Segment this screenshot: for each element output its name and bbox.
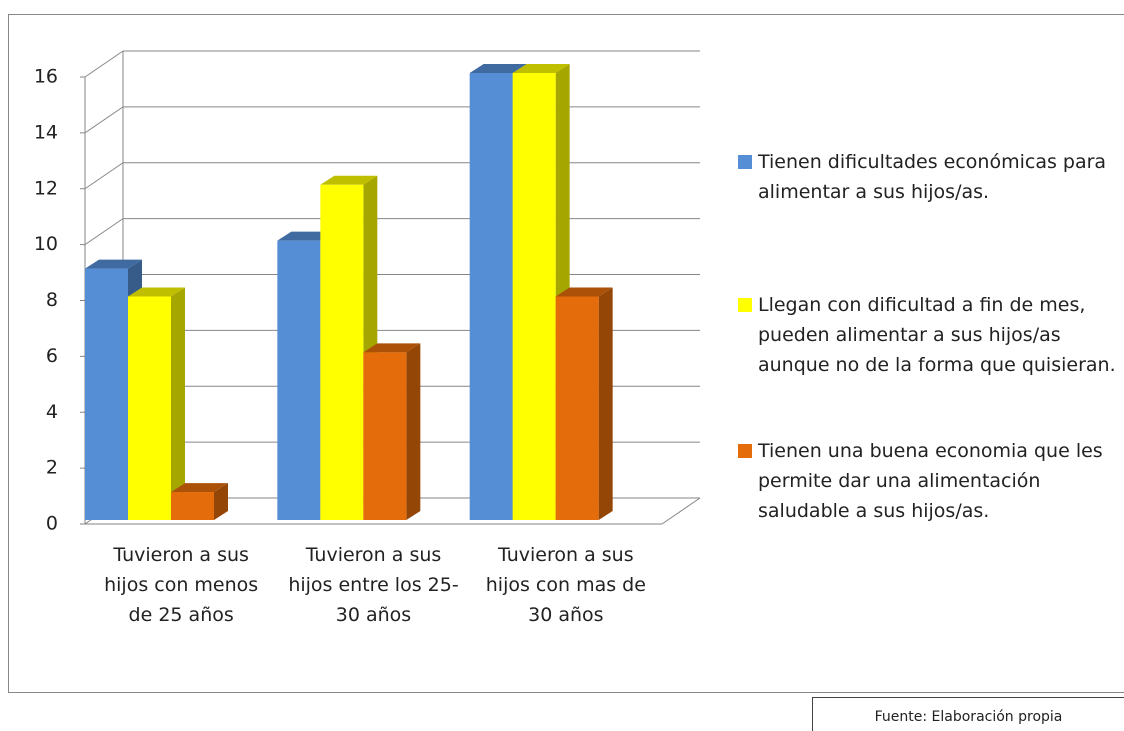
legend-item: Tienen dificultades económicas para alim… — [738, 147, 1118, 207]
bar-side — [406, 343, 421, 520]
y-tick-label: 10 — [34, 233, 58, 255]
bar-top — [469, 64, 527, 73]
grid-line — [84, 218, 124, 246]
bar — [128, 287, 185, 520]
bar-top — [85, 259, 142, 269]
x-tick-label: Tuvieron a sus hijos entre los 25-30 año… — [288, 544, 459, 626]
grid-line — [84, 162, 124, 190]
legend-item: Llegan con dificultad a fin de mes, pued… — [738, 290, 1118, 380]
bar-front — [555, 296, 599, 520]
bar-front — [363, 352, 407, 520]
bar-front — [128, 296, 171, 520]
bar-side — [171, 287, 185, 520]
bar-front — [85, 268, 128, 520]
bar-front — [512, 73, 556, 520]
y-tick-label: 16 — [34, 66, 58, 88]
legend-swatch — [738, 155, 752, 169]
legend-swatch — [738, 444, 752, 458]
y-tick-label: 14 — [34, 121, 58, 143]
bar-side — [598, 287, 613, 520]
x-tick-label: Tuvieron a sus hijos con mas de 30 años — [485, 544, 646, 626]
grid-line — [84, 106, 124, 134]
bar-front — [171, 492, 214, 520]
bar-top — [363, 343, 421, 353]
bar-top — [128, 287, 185, 297]
y-tick-label: 0 — [46, 513, 58, 535]
x-tick-label: Tuvieron a sus hijos con menos de 25 año… — [104, 544, 259, 626]
legend-item: Tienen una buena economia que les permit… — [738, 436, 1118, 526]
bar — [363, 343, 421, 520]
legend-label: Llegan con dificultad a fin de mes, pued… — [758, 294, 1116, 376]
bar-front — [277, 240, 321, 520]
y-tick-label: 12 — [34, 177, 58, 199]
source-note: Fuente: Elaboración propia — [812, 697, 1124, 731]
floor-right — [661, 497, 701, 525]
bar-front — [469, 73, 513, 520]
grid-line — [84, 50, 124, 78]
bar — [171, 483, 228, 520]
chart-frame — [8, 14, 1124, 693]
bar-top — [320, 175, 378, 185]
bar — [555, 287, 613, 520]
y-tick-label: 4 — [46, 401, 58, 423]
legend-label: Tienen dificultades económicas para alim… — [758, 151, 1107, 203]
legend-label: Tienen una buena economia que les permit… — [758, 440, 1103, 522]
legend-swatch — [738, 298, 752, 312]
bar-top — [171, 483, 228, 493]
y-tick-label: 2 — [46, 457, 58, 479]
y-tick-label: 8 — [46, 289, 58, 311]
bar-top — [512, 64, 570, 73]
bar-top — [555, 287, 613, 297]
bar-top — [277, 231, 335, 241]
bar-side — [214, 483, 228, 520]
bar-front — [320, 184, 364, 520]
y-tick-label: 6 — [46, 345, 58, 367]
